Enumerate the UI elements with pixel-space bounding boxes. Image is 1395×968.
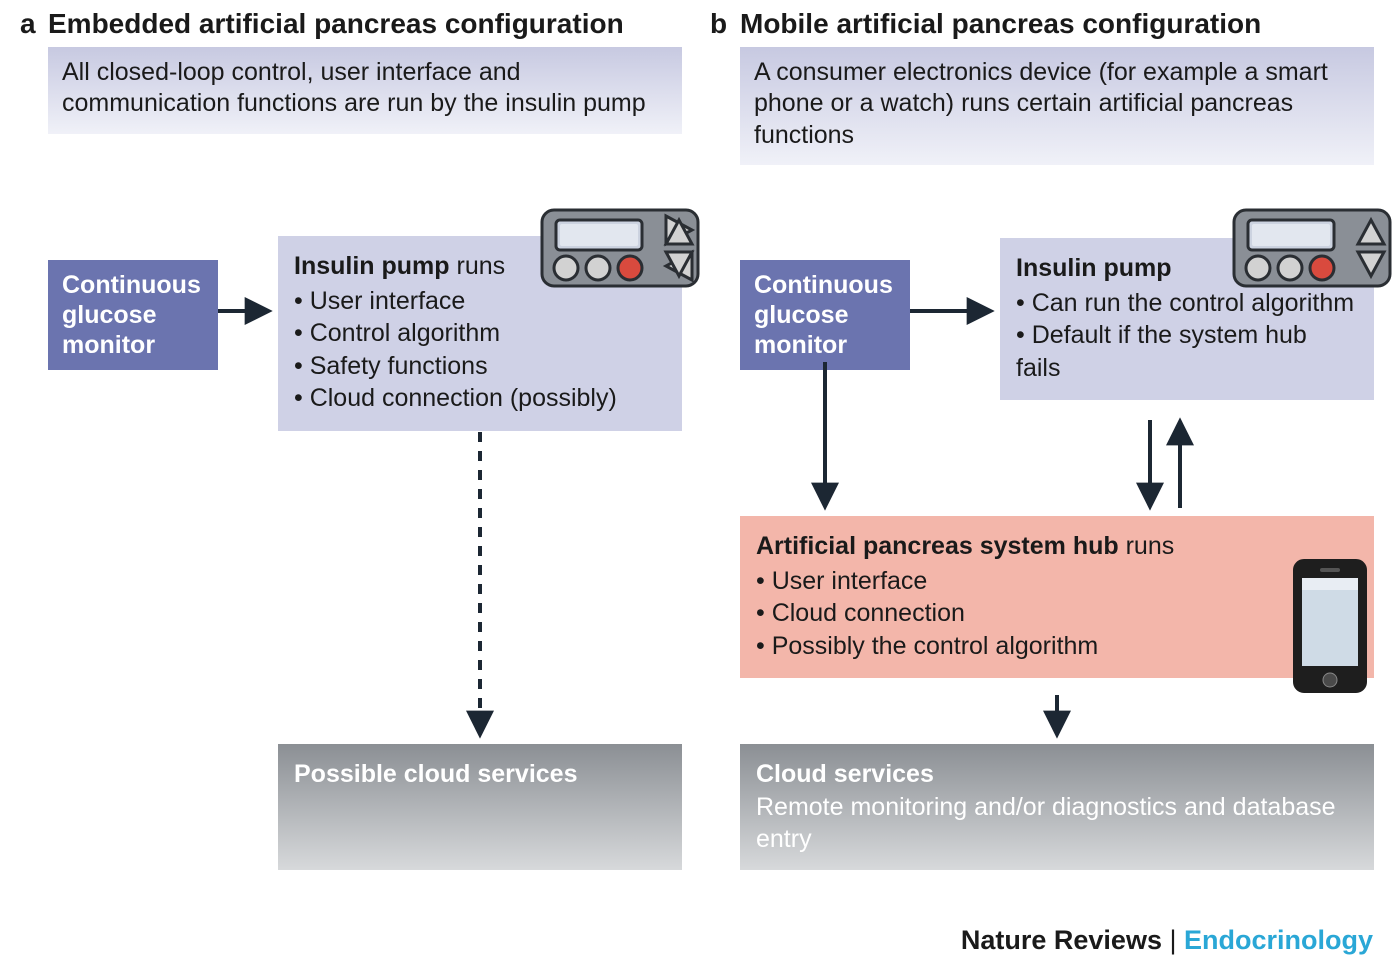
cgm-text: Continuous glucose monitor xyxy=(62,271,201,359)
smartphone-icon xyxy=(1290,556,1370,703)
credit-right: Endocrinology xyxy=(1184,925,1373,955)
list-item: Control algorithm xyxy=(294,317,666,350)
panel-b-description: A consumer electronics device (for examp… xyxy=(740,47,1374,165)
pump-heading-bold: Insulin pump xyxy=(1016,254,1172,282)
list-item: User interface xyxy=(756,565,1358,598)
list-item: Safety functions xyxy=(294,350,666,383)
pump-heading-rest: runs xyxy=(450,252,506,280)
hub-heading-bold: Artificial pancreas system hub xyxy=(756,532,1119,560)
insulin-pump-icon xyxy=(540,198,700,295)
hub-item-list: User interface Cloud connection Possibly… xyxy=(756,565,1358,663)
list-item: Possibly the control algorithm xyxy=(756,630,1358,663)
panel-b-title: Mobile artificial pancreas configuration xyxy=(740,8,1261,40)
panel-a-title: Embedded artificial pancreas configurati… xyxy=(48,8,624,40)
list-item: Cloud connection (possibly) xyxy=(294,382,666,415)
panel-a-label: a xyxy=(20,8,36,40)
panel-a-cgm-box: Continuous glucose monitor xyxy=(48,260,218,370)
list-item: Default if the system hub fails xyxy=(1016,319,1358,384)
pump-item-list: User interface Control algorithm Safety … xyxy=(294,285,666,415)
cloud-heading: Cloud services xyxy=(756,758,1358,791)
cloud-heading: Possible cloud services xyxy=(294,758,666,791)
credit-sep: | xyxy=(1162,925,1184,955)
panel-a-cloud-box: Possible cloud services xyxy=(278,744,682,870)
pump-heading-bold: Insulin pump xyxy=(294,252,450,280)
panel-b-label: b xyxy=(710,8,727,40)
pump-item-list: Can run the control algorithm Default if… xyxy=(1016,287,1358,385)
panel-b-hub-box: Artificial pancreas system hub runs User… xyxy=(740,516,1374,678)
credit-line: Nature Reviews | Endocrinology xyxy=(961,925,1373,956)
hub-heading-rest: runs xyxy=(1119,532,1175,560)
insulin-pump-icon xyxy=(1232,198,1392,295)
list-item: Cloud connection xyxy=(756,597,1358,630)
panel-a-description: All closed-loop control, user interface … xyxy=(48,47,682,134)
panel-b-cloud-box: Cloud services Remote monitoring and/or … xyxy=(740,744,1374,870)
cloud-subtext: Remote monitoring and/or diagnostics and… xyxy=(756,791,1358,856)
cgm-text: Continuous glucose monitor xyxy=(754,271,893,359)
credit-left: Nature Reviews xyxy=(961,925,1162,955)
panel-b-cgm-box: Continuous glucose monitor xyxy=(740,260,910,370)
